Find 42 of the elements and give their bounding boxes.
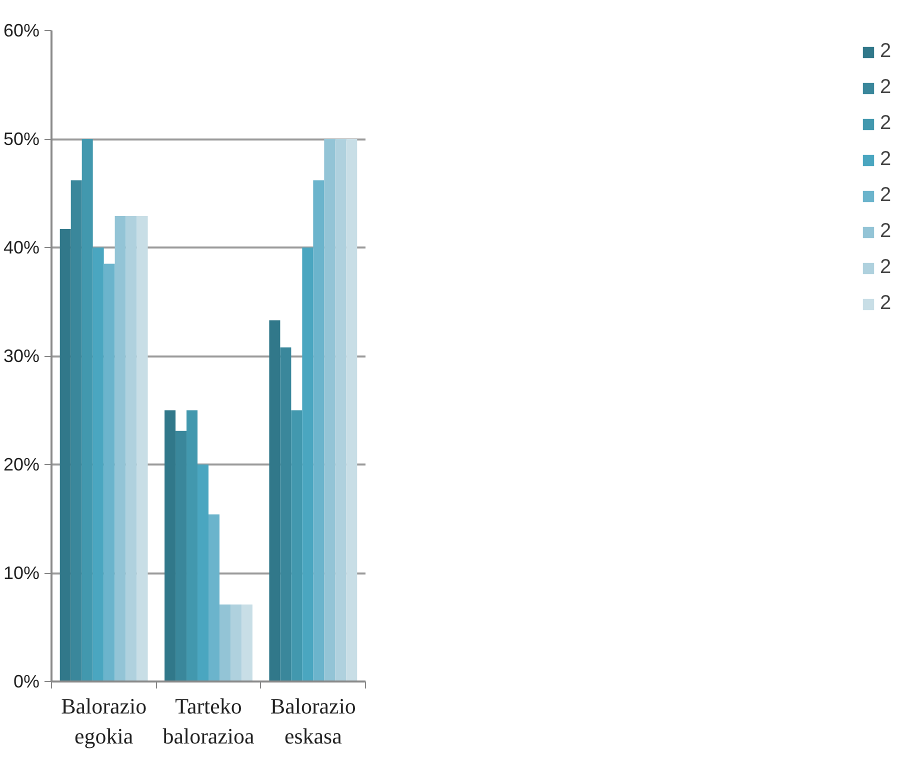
y-tick-label: 10% [3, 563, 40, 583]
bar [241, 604, 252, 682]
bar [186, 410, 198, 682]
bar [136, 216, 148, 682]
bar [104, 264, 115, 682]
legend-label: 2 [880, 256, 892, 279]
bar [291, 410, 302, 682]
bar [219, 604, 230, 682]
legend-label: 2 [880, 292, 892, 315]
bar [176, 430, 187, 682]
y-tick-label: 60% [3, 20, 40, 40]
legend-label: 2 [880, 220, 892, 243]
x-tick-label: Balorazio egokia [61, 694, 147, 748]
bar [313, 180, 324, 682]
y-tick-label: 0% [13, 672, 40, 692]
bar [164, 410, 176, 682]
bar [230, 604, 242, 682]
bar [82, 139, 93, 682]
legend-label: 2 [880, 112, 892, 135]
y-tick-label: 50% [3, 129, 40, 149]
bar [280, 347, 292, 682]
bar [70, 180, 82, 682]
legend-label: 2 [880, 148, 892, 171]
y-tick-label: 30% [3, 346, 40, 366]
x-tick-label: Tarteko balorazioa [162, 694, 255, 748]
bar [324, 139, 336, 682]
bar [335, 139, 346, 682]
bar [208, 514, 220, 682]
legend-label: 2 [880, 76, 892, 99]
bar [269, 320, 280, 682]
y-tick-label: 20% [3, 454, 40, 474]
legend-label: 2 [880, 184, 892, 207]
bar [198, 464, 208, 682]
bar [60, 229, 71, 682]
x-tick-label: Balorazio eskasa [270, 694, 356, 748]
legend-label: 2 [880, 40, 892, 63]
bar [114, 216, 126, 682]
bar [126, 216, 137, 682]
bar [302, 248, 314, 682]
y-tick-label: 40% [3, 238, 40, 258]
bar [92, 248, 104, 682]
bar [346, 139, 358, 682]
